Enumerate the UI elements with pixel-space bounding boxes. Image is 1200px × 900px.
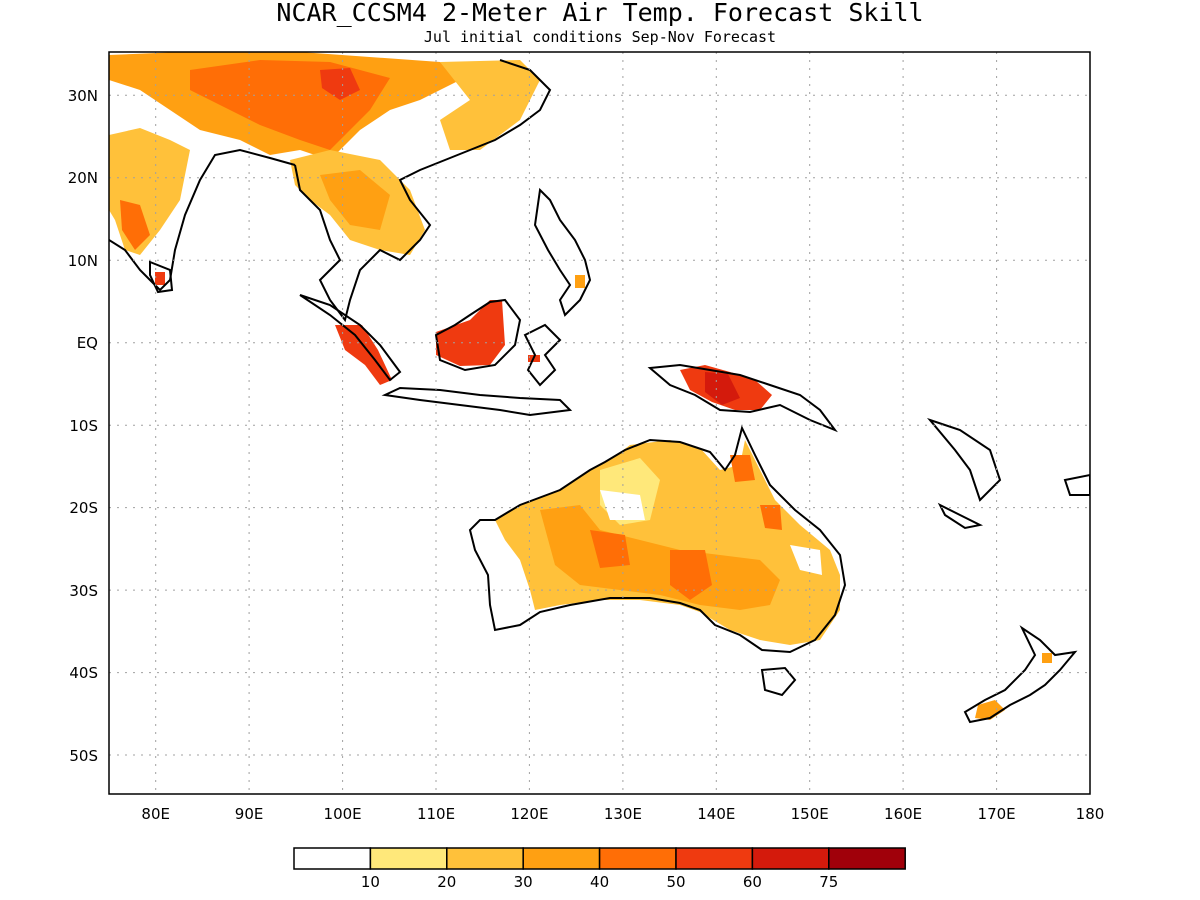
skill-field [109,52,1090,794]
plot-frame [108,51,1091,795]
colorbar-label: 20 [437,873,456,891]
skill-region-australia-hot [590,530,630,568]
lat-tick-label: 20N [68,169,98,187]
skill-region-australia-white [600,490,645,520]
skill-region-india [109,128,190,255]
skill-region-indochina-core [320,170,390,230]
lon-tick-label: 180 [1076,805,1105,823]
colorbar-label: 30 [514,873,533,891]
colorbar-label: 60 [743,873,762,891]
map-title: NCAR_CCSM4 2-Meter Air Temp. Forecast Sk… [276,0,924,27]
skill-region-australia-white2 [790,545,822,575]
colorbar-label: 40 [590,873,609,891]
colorbar-label: 10 [361,873,380,891]
colorbar-label: 75 [819,873,838,891]
lat-tick-labels: 30N 20N 10N EQ 10S 20S 30S 40S 50S [68,87,98,765]
colorbar: 10 20 30 40 50 60 75 [293,847,906,891]
colorbar-swatch [828,847,906,870]
lon-tick-labels: 80E 90E 100E 110E 120E 130E 140E 150E 16… [141,805,1104,823]
skill-region-australia-hot2 [670,550,712,600]
lon-tick-label: 90E [235,805,264,823]
colorbar-swatch [598,847,677,870]
colorbar-swatch [522,847,601,870]
skill-region-australia [495,440,840,645]
colorbar-swatch [751,847,830,870]
skill-region-india-hot [120,200,150,250]
colorbar-swatch [446,847,524,870]
skill-region-australia-core [540,505,780,610]
skill-region-nz-north [1042,653,1052,663]
skill-region-borneo [436,300,505,366]
lon-tick-label: 100E [324,805,362,823]
skill-region-sumatra [335,325,392,385]
lon-tick-label: 160E [884,805,922,823]
lat-tick-label: 30N [68,87,98,105]
lat-tick-label: 40S [69,664,98,682]
lon-tick-label: 80E [141,805,170,823]
lat-tick-label: 20S [69,499,98,517]
lon-tick-label: 110E [417,805,455,823]
skill-region-tibet-hot [320,68,360,100]
map-subtitle: Jul initial conditions Sep-Nov Forecast [423,28,777,46]
lon-tick-label: 130E [604,805,642,823]
lon-tick-label: 170E [978,805,1016,823]
skill-region-philippines [575,275,585,288]
lat-tick-label: 10S [69,417,98,435]
coastlines [109,59,1090,724]
lat-tick-label: 50S [69,747,98,765]
colorbar-swatch [369,847,448,870]
colorbar-swatch [293,847,372,870]
skill-region-australia-hot3 [760,505,782,530]
skill-region-australia-hot4 [730,455,755,482]
lon-tick-label: 140E [697,805,735,823]
lat-tick-label: 10N [68,252,98,270]
lon-tick-label: 120E [510,805,548,823]
skill-region-sri-lanka [155,272,165,285]
skill-region-nz-south [975,700,1005,720]
skill-region-new-guinea-hot [705,372,740,405]
gridlines [109,52,1090,794]
colorbar-swatch [675,847,754,870]
lat-tick-label: EQ [77,334,98,352]
lat-tick-label: 30S [69,582,98,600]
lon-tick-label: 150E [791,805,829,823]
colorbar-label: 50 [666,873,685,891]
skill-region-china [440,60,540,150]
